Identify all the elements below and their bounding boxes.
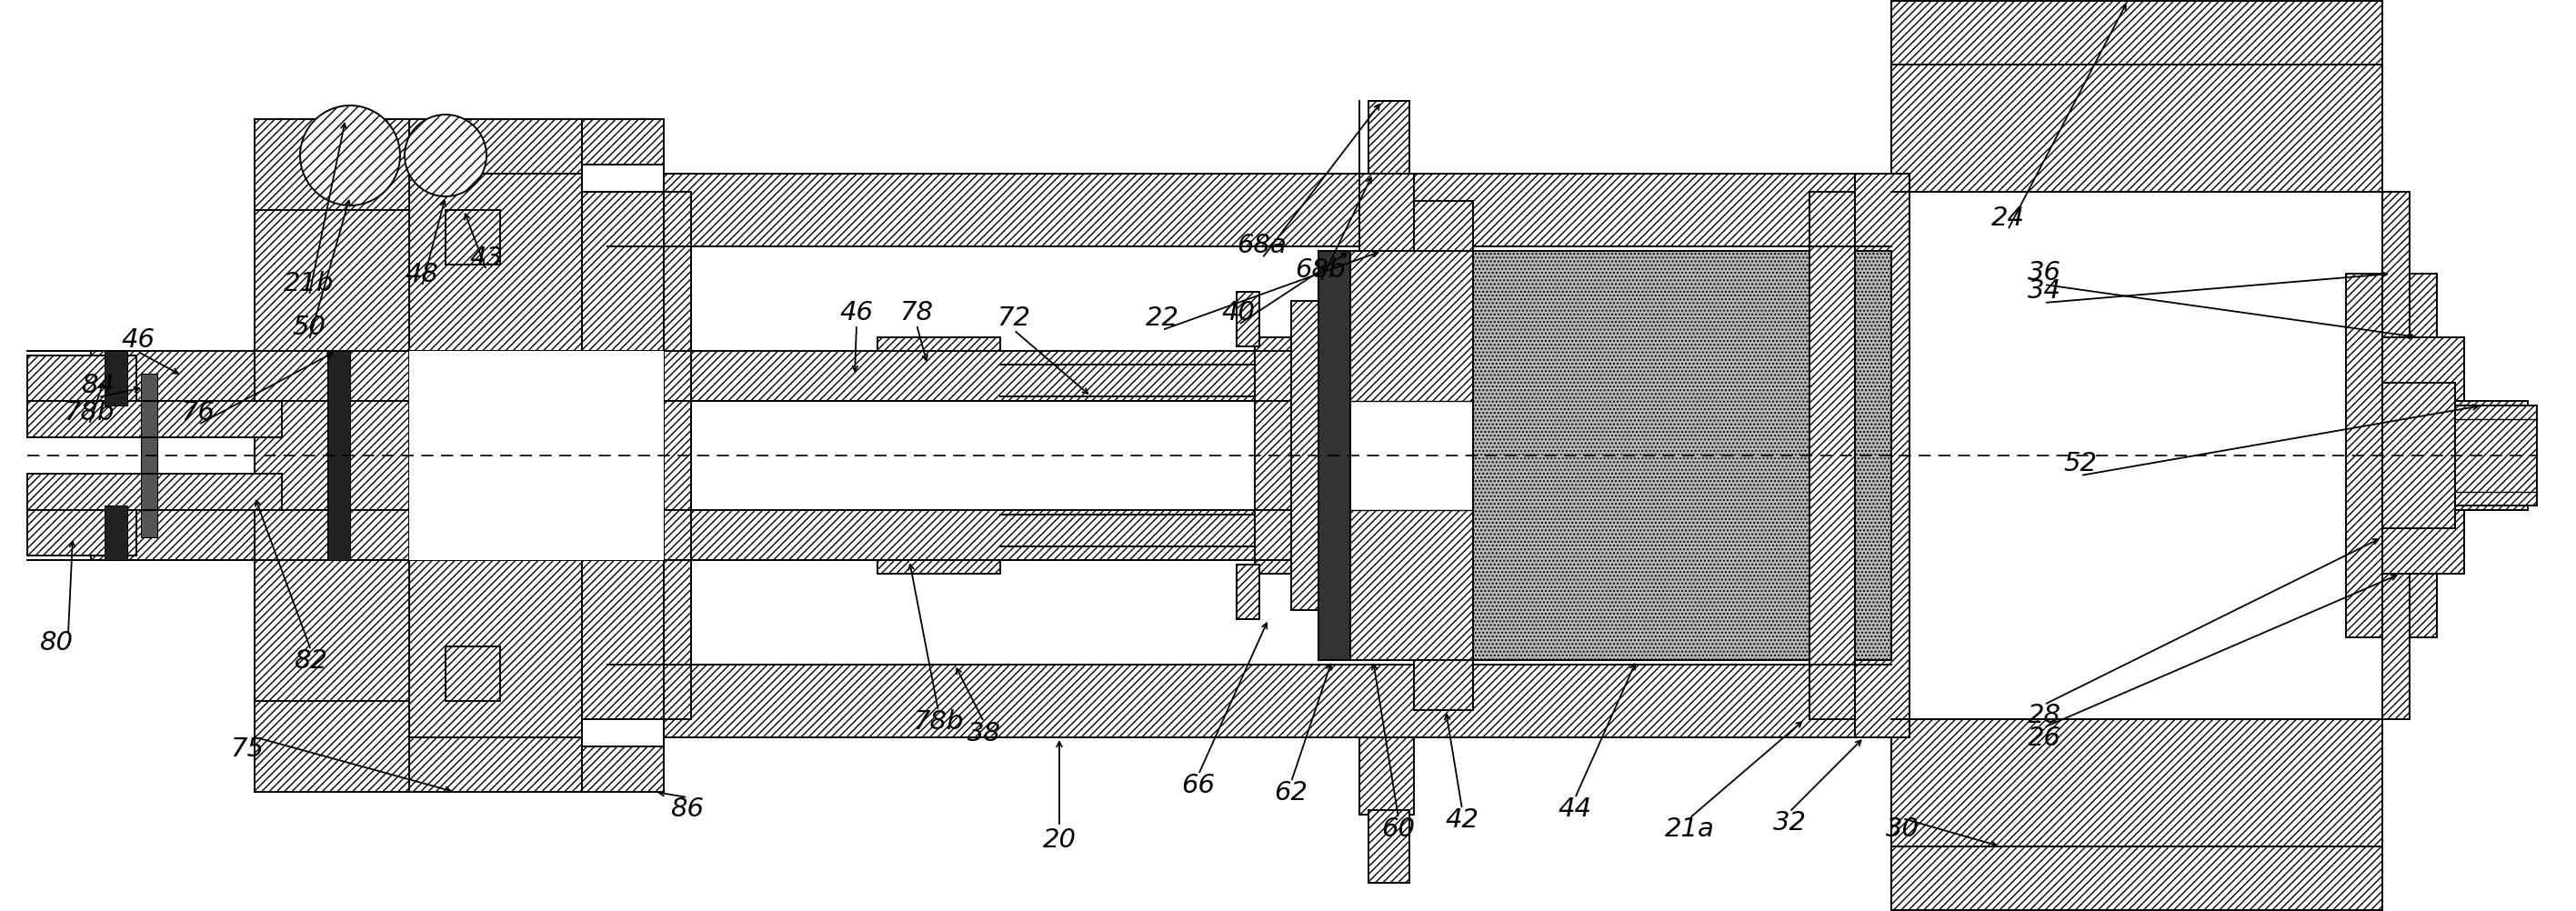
Bar xyxy=(1350,401,1473,510)
Text: 34: 34 xyxy=(2027,278,2061,303)
Bar xyxy=(665,192,690,719)
Bar xyxy=(1808,192,1855,719)
Text: 60: 60 xyxy=(1381,816,1414,842)
Bar xyxy=(1255,337,1296,574)
Text: 26: 26 xyxy=(2027,725,2061,751)
Bar xyxy=(446,647,500,701)
Text: 40: 40 xyxy=(1221,300,1255,325)
Text: 72: 72 xyxy=(997,305,1030,331)
Text: 46: 46 xyxy=(121,327,155,353)
Bar xyxy=(410,351,582,560)
Text: 62: 62 xyxy=(1275,780,1309,805)
Text: 86: 86 xyxy=(670,796,703,822)
Bar xyxy=(28,405,137,506)
Bar xyxy=(2437,337,2455,574)
Bar xyxy=(106,351,126,405)
Text: 22: 22 xyxy=(1146,305,1180,331)
Text: 32: 32 xyxy=(1772,810,1806,835)
Text: 78b: 78b xyxy=(912,709,963,734)
Bar xyxy=(608,665,1891,737)
Bar xyxy=(1350,251,1473,660)
Bar xyxy=(1414,660,1473,710)
Text: 38: 38 xyxy=(966,721,999,746)
Bar xyxy=(2455,405,2537,506)
Text: 20: 20 xyxy=(1043,827,1077,853)
Text: 66: 66 xyxy=(1182,773,1216,798)
Bar xyxy=(582,119,665,792)
Bar xyxy=(1891,65,2383,846)
Bar xyxy=(90,510,1350,560)
Bar xyxy=(255,701,410,792)
Bar xyxy=(1891,1,2383,65)
Text: 30: 30 xyxy=(1886,816,1919,842)
Bar xyxy=(410,119,582,174)
Bar xyxy=(28,474,281,510)
Text: 80: 80 xyxy=(39,630,72,656)
Bar xyxy=(1236,565,1260,619)
Text: 44: 44 xyxy=(1558,796,1592,822)
Text: 42: 42 xyxy=(1445,807,1479,833)
Bar xyxy=(2383,192,2409,719)
Bar xyxy=(999,364,1255,396)
Bar xyxy=(106,506,126,560)
Text: 48: 48 xyxy=(404,261,438,287)
Bar xyxy=(446,210,500,264)
Bar xyxy=(1360,174,1414,251)
Text: 24: 24 xyxy=(1991,206,2025,230)
Bar xyxy=(28,506,137,556)
Text: 76: 76 xyxy=(180,400,214,425)
Bar xyxy=(878,547,999,574)
Bar xyxy=(410,737,582,792)
Text: 68b: 68b xyxy=(1296,257,1345,282)
Bar xyxy=(1368,101,1409,174)
Bar xyxy=(1473,251,1891,660)
Text: 21a: 21a xyxy=(1664,816,1716,842)
Text: 28: 28 xyxy=(2027,702,2061,728)
Bar xyxy=(878,337,999,364)
Text: 43: 43 xyxy=(469,245,502,271)
Bar xyxy=(28,401,281,437)
Bar xyxy=(142,374,157,537)
Text: 75: 75 xyxy=(229,736,265,762)
Bar xyxy=(1891,192,2383,719)
Polygon shape xyxy=(404,115,487,197)
Text: 50: 50 xyxy=(291,314,327,340)
Bar xyxy=(1368,810,1409,883)
Text: 68a: 68a xyxy=(1236,232,1288,258)
Bar xyxy=(255,119,410,210)
Text: 82: 82 xyxy=(294,649,327,674)
Bar xyxy=(582,165,665,192)
Bar xyxy=(582,719,665,746)
Bar xyxy=(2383,383,2455,528)
Text: 21b: 21b xyxy=(283,271,335,296)
Bar xyxy=(255,119,410,792)
Bar xyxy=(28,355,137,405)
Bar xyxy=(1291,301,1319,610)
Bar xyxy=(410,119,582,792)
Bar xyxy=(90,351,1350,401)
Bar xyxy=(1855,174,1909,737)
Bar xyxy=(2455,401,2527,510)
Bar xyxy=(608,174,1891,246)
Text: 78b: 78b xyxy=(64,400,113,425)
Polygon shape xyxy=(301,106,399,206)
Bar xyxy=(1360,737,1414,814)
Bar xyxy=(2354,337,2465,574)
Text: 46: 46 xyxy=(840,300,873,325)
Text: 78: 78 xyxy=(899,300,933,325)
Bar xyxy=(582,351,665,560)
Bar xyxy=(1236,292,1260,346)
Bar xyxy=(1414,201,1473,251)
Bar xyxy=(1319,251,1350,660)
Bar xyxy=(2409,273,2437,638)
Bar xyxy=(327,351,350,560)
Text: 36: 36 xyxy=(2027,260,2061,285)
Bar xyxy=(1891,846,2383,910)
Bar xyxy=(999,515,1255,547)
Text: 84: 84 xyxy=(82,373,116,398)
Text: 52: 52 xyxy=(2063,451,2097,476)
Bar xyxy=(2347,273,2383,638)
